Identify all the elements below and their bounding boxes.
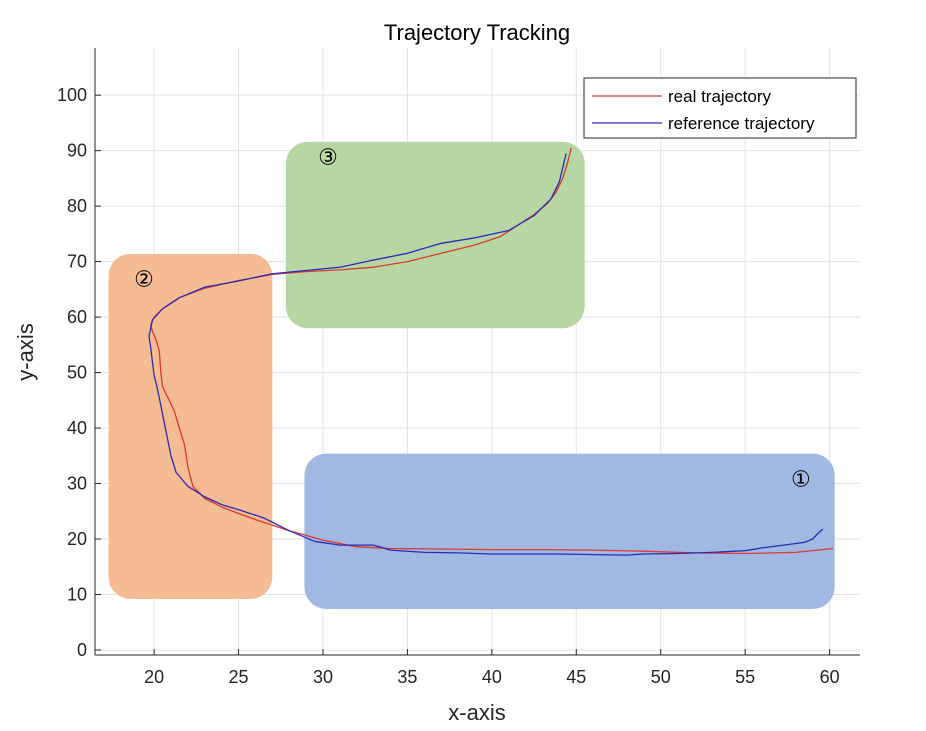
x-tick-label: 30 [313,667,333,687]
x-tick-label: 20 [144,667,164,687]
x-tick-label: 55 [735,667,755,687]
series-lines [148,147,834,556]
region-label-3: ③ [318,146,338,171]
y-tick-label: 90 [67,141,87,161]
region-labels: ① ② ③ [134,146,811,493]
y-tick-label: 50 [67,363,87,383]
y-tick-label: 0 [77,640,87,660]
x-tick-label: 60 [820,667,840,687]
x-tick-label: 50 [651,667,671,687]
legend-box [583,77,857,139]
legend-real-label: real trajectory [668,87,771,106]
real-trajectory-line [150,147,834,555]
chart-title: Trajectory Tracking [384,20,570,45]
x-tick-label: 25 [229,667,249,687]
highlight-region-2 [108,253,273,599]
y-axis-label: y-axis [13,323,38,380]
axes [94,48,860,656]
legend-reference-label: reference trajectory [668,114,815,133]
reference-trajectory-line [148,153,824,556]
y-tick-label: 80 [67,196,87,216]
highlight-region-1 [304,453,835,609]
y-tick-label: 100 [57,85,87,105]
y-tick-label: 30 [67,474,87,494]
x-tick-label: 40 [482,667,502,687]
x-tick-label: 35 [397,667,417,687]
x-tick-label: 45 [566,667,586,687]
tick-labels: 20 25 30 35 40 45 50 55 60 0 10 20 30 40 50 60 70 80 90 100 [57,85,840,687]
region-label-1: ① [791,467,811,492]
y-tick-label: 70 [67,252,87,272]
x-axis-label: x-axis [448,700,505,725]
highlight-regions [108,141,835,609]
y-tick-label: 20 [67,529,87,549]
region-label-2: ② [134,268,154,293]
y-tick-label: 40 [67,418,87,438]
y-tick-label: 60 [67,307,87,327]
legend: real trajectory reference trajectory [583,77,857,139]
highlight-region-3 [285,141,585,329]
y-tick-label: 10 [67,585,87,605]
